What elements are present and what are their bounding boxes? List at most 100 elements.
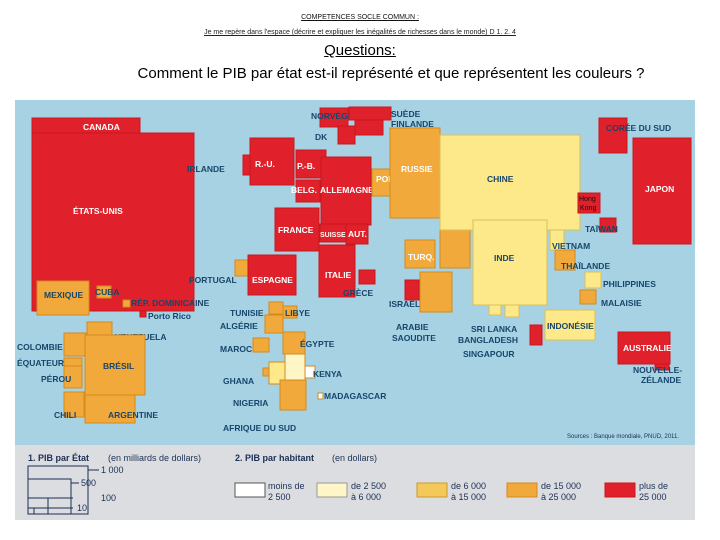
- block-colombie: [63, 332, 87, 357]
- label-taiwan: TAÏWAN: [585, 224, 618, 234]
- block-taiwan: [599, 217, 617, 233]
- label-rep-dom: RÉP. DOMINICAINE: [131, 298, 210, 308]
- cartogram-svg: CANADA ÉTATS-UNIS MEXIQUE CUBA RÉP. DOMI…: [15, 106, 695, 520]
- label-canada: CANADA: [83, 122, 120, 132]
- label-norvege: NORVÈGE: [311, 111, 354, 121]
- label-colombie: COLOMBIE: [17, 342, 63, 352]
- block-sri-lanka: [488, 304, 502, 316]
- legend-class-5-l2: 25 000: [639, 492, 667, 502]
- label-coree: CORÉE DU SUD: [606, 123, 671, 133]
- legend-class-2-l1: de 2 500: [351, 481, 386, 491]
- label-suede: SUÈDE: [391, 109, 421, 119]
- label-pol: POL.: [376, 174, 396, 184]
- block-libye: [282, 305, 298, 319]
- label-russie: RUSSIE: [401, 164, 433, 174]
- label-irlande: IRLANDE: [187, 164, 225, 174]
- block-france: [274, 207, 320, 252]
- label-allemagne: ALLEMAGNE: [320, 185, 374, 195]
- source-note: Sources : Banque mondiale, PNUD, 2011.: [567, 434, 679, 440]
- label-madagascar: MADAGASCAR: [324, 391, 386, 401]
- legend-class-1-l2: 2 500: [268, 492, 291, 502]
- legend-swatch-yellow: [416, 482, 448, 498]
- label-australie: AUSTRALIE: [623, 343, 672, 353]
- label-nigeria: NIGERIA: [233, 398, 268, 408]
- label-argentine: ARGENTINE: [108, 410, 158, 420]
- block-espagne: [247, 254, 297, 296]
- block-rep-dom: [122, 299, 131, 308]
- label-tunisie: TUNISIE: [230, 308, 264, 318]
- label-philippines: PHILIPPINES: [603, 279, 656, 289]
- legend-swatch-orange: [506, 482, 538, 498]
- block-belg: [295, 179, 321, 203]
- label-kong: Kong: [580, 205, 596, 212]
- label-malaisie: MALAISIE: [601, 298, 642, 308]
- block-australie: [617, 331, 671, 365]
- label-singapour: SINGAPOUR: [463, 349, 514, 359]
- label-afrique-sud: AFRIQUE DU SUD: [223, 423, 296, 433]
- legend-title-gdp-capita: 2. PIB par habitant: [235, 453, 314, 463]
- legend-size-500-label: 500: [81, 478, 96, 488]
- label-arabie: ARABIE: [396, 322, 429, 332]
- block-grece: [358, 269, 376, 285]
- legend-class-4-l1: de 15 000: [541, 481, 581, 491]
- legend-size-10: [27, 507, 35, 515]
- question-text: Comment le PIB par état est-il représent…: [137, 65, 645, 82]
- label-bresil: BRÉSIL: [103, 361, 134, 371]
- legend-swatch-red: [604, 482, 636, 498]
- label-porto-rico: Porto Rico: [148, 311, 191, 321]
- legend-swatch-pale: [316, 482, 348, 498]
- block-norvege: [319, 107, 349, 128]
- label-sri-lanka: SRI LANKA: [471, 324, 517, 334]
- label-indonesie: INDONÉSIE: [547, 321, 594, 331]
- block-porto-rico: [139, 310, 147, 318]
- label-libye: LIBYE: [285, 308, 310, 318]
- block-suede: [348, 106, 392, 121]
- label-finlande: FINLANDE: [391, 119, 434, 129]
- label-inde: INDE: [494, 253, 515, 263]
- block-bresil: [84, 334, 146, 396]
- label-bangladesh: BANGLADESH: [458, 335, 518, 345]
- label-dk: DK: [315, 132, 328, 142]
- block-mideast-misc: [439, 227, 471, 269]
- block-ru: [249, 137, 295, 186]
- label-france: FRANCE: [278, 225, 314, 235]
- label-hong: Hong: [579, 196, 596, 203]
- label-egypte: ÉGYPTE: [300, 339, 335, 349]
- label-japon: JAPON: [645, 184, 674, 194]
- label-ru: R.-U.: [255, 159, 275, 169]
- block-singapour: [529, 324, 543, 346]
- legend-class-3-l2: à 15 000: [451, 492, 486, 502]
- block-malaisie: [579, 289, 597, 305]
- label-saoudite: SAOUDITE: [392, 333, 436, 343]
- label-belg: BELG.: [291, 185, 317, 195]
- legend-class-3-l1: de 6 000: [451, 481, 486, 491]
- label-suisse: SUISSE: [320, 232, 346, 239]
- block-aut: [345, 223, 369, 245]
- legend-title-gdp-unit: (en milliards de dollars): [108, 453, 201, 463]
- block-perou: [63, 365, 83, 389]
- legend-title-gdp-capita-unit: (en dollars): [332, 453, 377, 463]
- block-turq: [404, 239, 436, 269]
- block-algerie: [264, 314, 284, 334]
- competence-description: Je me repère dans l'espace (décrire et e…: [204, 29, 516, 36]
- label-italie: ITALIE: [325, 270, 352, 280]
- legend-size-100-label: 100: [101, 493, 116, 503]
- block-indonesie: [544, 309, 596, 341]
- label-equateur: ÉQUATEUR: [17, 358, 64, 368]
- label-pb: P.-B.: [297, 161, 315, 171]
- competence-title: COMPETENCES SOCLE COMMUN :: [301, 14, 419, 21]
- block-coree: [598, 117, 628, 154]
- label-espagne: ESPAGNE: [252, 275, 293, 285]
- block-japon: [632, 137, 692, 245]
- block-italie: [318, 244, 356, 298]
- legend-size-500: [27, 478, 72, 515]
- label-kenya: KENYA: [313, 369, 342, 379]
- questions-title: Questions:: [324, 42, 396, 59]
- block-bangladesh: [504, 304, 520, 318]
- block-finlande: [354, 119, 384, 136]
- gdp-cartogram: CANADA ÉTATS-UNIS MEXIQUE CUBA RÉP. DOMI…: [15, 100, 695, 520]
- label-maroc: MAROC: [220, 344, 252, 354]
- legend-class-4-l2: à 25 000: [541, 492, 576, 502]
- block-madagascar: [317, 392, 324, 400]
- block-cuba: [96, 285, 112, 299]
